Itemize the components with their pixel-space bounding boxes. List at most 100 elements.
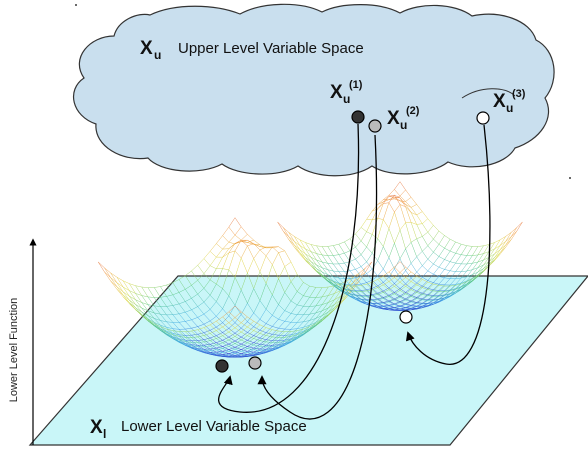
mesh-line	[361, 301, 367, 305]
mesh-line	[178, 331, 186, 338]
mesh-line	[444, 293, 451, 299]
mesh-line	[377, 203, 384, 209]
mesh-line	[344, 241, 351, 251]
mesh-line	[197, 288, 205, 295]
mesh-line	[297, 332, 304, 338]
mesh-line	[427, 238, 434, 246]
mesh-line	[388, 194, 395, 203]
mesh-line	[297, 327, 304, 334]
mesh-line	[234, 347, 242, 350]
mesh-line	[394, 196, 401, 199]
mesh-line	[303, 320, 310, 323]
mesh-line	[355, 246, 362, 255]
mesh-line	[154, 312, 161, 321]
mesh-line	[203, 352, 211, 355]
mesh-line	[259, 337, 267, 340]
mesh-line	[315, 310, 323, 314]
mesh-line	[297, 334, 304, 338]
mesh-line	[372, 299, 378, 301]
mesh-line	[315, 296, 323, 298]
mesh-line	[360, 231, 367, 242]
mesh-line	[338, 252, 345, 255]
mesh-line	[377, 268, 384, 277]
mesh-line	[197, 335, 204, 338]
mesh-line	[216, 326, 223, 331]
mesh-line	[234, 339, 242, 344]
mesh-line	[316, 268, 323, 273]
mesh-line	[394, 299, 401, 303]
mesh-line	[394, 281, 401, 287]
mesh-line	[422, 232, 428, 237]
mesh-line	[399, 299, 406, 303]
mesh-line	[241, 351, 248, 353]
mesh-line	[216, 335, 223, 339]
mesh-line	[422, 218, 428, 224]
mesh-line	[197, 340, 205, 346]
mesh-line	[247, 355, 254, 357]
mesh-line	[234, 277, 242, 291]
mesh-line	[185, 343, 192, 348]
mesh-line	[388, 293, 395, 297]
mesh-line	[172, 334, 180, 341]
mesh-line	[444, 259, 451, 262]
mesh-line	[197, 327, 204, 330]
mesh-line	[278, 328, 285, 336]
mesh-line	[203, 348, 211, 353]
mesh-line	[450, 261, 456, 264]
mesh-line	[191, 328, 198, 335]
stray-dot-top	[75, 4, 77, 6]
mesh-line	[405, 263, 412, 271]
point-3-symbol: X	[493, 91, 506, 112]
mesh-line	[405, 204, 412, 213]
mesh-line	[228, 277, 236, 296]
mesh-line	[178, 329, 186, 336]
mesh-line	[405, 305, 412, 309]
mesh-line	[427, 218, 434, 226]
mesh-line	[399, 283, 406, 289]
mesh-line	[405, 286, 412, 290]
mesh-line	[203, 258, 211, 266]
mesh-line	[253, 249, 261, 259]
mesh-line	[309, 325, 316, 330]
mesh-line	[241, 331, 248, 336]
mesh-line	[185, 289, 192, 299]
mesh-line	[344, 291, 350, 295]
mesh-line	[216, 316, 223, 322]
mesh-line	[98, 261, 105, 268]
mesh-line	[222, 336, 229, 341]
mesh-line	[259, 344, 267, 350]
mesh-line	[294, 244, 301, 250]
mesh-line	[290, 333, 298, 339]
mesh-line	[410, 292, 417, 297]
mesh-line	[210, 352, 217, 355]
mesh-line	[303, 320, 310, 328]
mesh-line	[455, 241, 462, 245]
mesh-line	[241, 348, 248, 352]
mesh-line	[405, 222, 412, 243]
mesh-line	[241, 352, 248, 356]
mesh-line	[234, 336, 242, 342]
mesh-line	[290, 328, 298, 335]
mesh-line	[203, 340, 211, 343]
mesh-line	[234, 305, 242, 312]
mesh-line	[505, 232, 512, 237]
mesh-line	[310, 251, 317, 261]
lower-point-3	[399, 310, 413, 324]
mesh-line	[327, 281, 334, 286]
mesh-line	[422, 303, 428, 307]
mesh-line	[316, 264, 323, 273]
mesh-line	[444, 247, 451, 252]
mesh-line	[477, 268, 484, 276]
mesh-line	[272, 304, 279, 316]
mesh-line	[216, 353, 223, 356]
mesh-line	[222, 349, 229, 352]
mesh-line	[405, 206, 412, 223]
mesh-line	[216, 349, 223, 353]
mesh-line	[466, 278, 473, 285]
mesh-line	[309, 285, 316, 288]
right-function-bowl	[277, 181, 523, 311]
mesh-line	[383, 281, 390, 286]
mesh-line	[472, 261, 478, 264]
mesh-line	[511, 227, 517, 233]
mesh-line	[377, 307, 384, 309]
